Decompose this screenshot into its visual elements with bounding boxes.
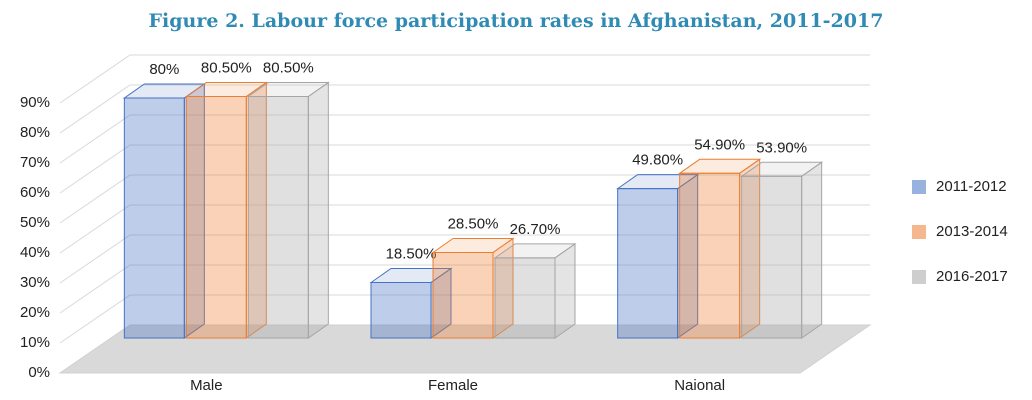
- bar-face: [247, 96, 309, 339]
- bar-face: [370, 282, 432, 339]
- legend-label: 2016-2017: [936, 268, 1008, 285]
- legend-label: 2011-2012: [936, 178, 1007, 195]
- grid-line: [59, 144, 870, 194]
- value-label: 26.70%: [510, 221, 561, 238]
- legend-label: 2013-2014: [936, 223, 1008, 240]
- bar-face: [185, 96, 247, 339]
- floor: [58, 324, 872, 374]
- bar: [493, 242, 577, 339]
- x-tick-label: Female: [428, 377, 478, 394]
- grid-line: [59, 84, 870, 134]
- x-tick-label: Naional: [674, 377, 725, 394]
- value-label: 80.50%: [263, 59, 314, 76]
- y-tick-label: 10%: [20, 334, 50, 351]
- legend-swatch: [912, 270, 926, 284]
- y-tick-label: 0%: [28, 364, 50, 381]
- value-label: 28.50%: [448, 215, 499, 232]
- value-label: 18.50%: [386, 245, 437, 262]
- grid-line: [59, 114, 870, 164]
- value-label: 80%: [149, 61, 179, 78]
- y-tick-label: 60%: [20, 184, 50, 201]
- x-tick-label: Male: [190, 377, 223, 394]
- grid-line: [59, 264, 870, 314]
- value-label: 80.50%: [201, 59, 252, 76]
- grid-line: [59, 174, 870, 224]
- bar: [431, 237, 515, 339]
- legend-swatch: [912, 225, 926, 239]
- bar-face: [123, 97, 185, 339]
- bar: [369, 267, 453, 339]
- grid-line: [59, 294, 870, 344]
- bar: [184, 81, 268, 339]
- chart-title: Figure 2. Labour force participation rat…: [149, 10, 884, 32]
- y-tick-label: 80%: [20, 124, 50, 141]
- y-tick-label: 90%: [20, 94, 50, 111]
- bar-face: [554, 242, 576, 339]
- value-label: 49.80%: [632, 152, 683, 169]
- y-tick-label: 30%: [20, 274, 50, 291]
- grid-line: [59, 204, 870, 254]
- bar-face: [617, 188, 679, 339]
- bar: [246, 81, 330, 339]
- bar-face: [432, 252, 494, 339]
- bar-face: [494, 257, 556, 339]
- bar: [678, 158, 762, 339]
- bar-face: [741, 175, 803, 339]
- y-tick-label: 20%: [20, 304, 50, 321]
- y-tick-label: 70%: [20, 154, 50, 171]
- bar-face: [679, 172, 741, 339]
- y-tick-label: 40%: [20, 244, 50, 261]
- value-label: 53.90%: [756, 139, 807, 156]
- bar-face: [307, 81, 329, 339]
- bar: [740, 161, 824, 339]
- bar: [616, 173, 700, 339]
- grid-line: [59, 234, 870, 284]
- bar-face: [801, 161, 823, 339]
- grid-line: [59, 54, 870, 104]
- value-label: 54.90%: [694, 136, 745, 153]
- legend-swatch: [912, 180, 926, 194]
- y-tick-label: 50%: [20, 214, 50, 231]
